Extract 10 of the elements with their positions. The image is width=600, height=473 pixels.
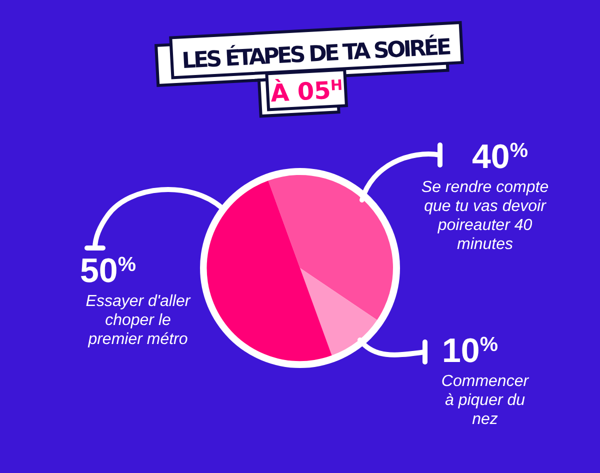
pie-slice xyxy=(268,175,393,320)
data-label: 50$^{%}$ xyxy=(80,252,136,290)
pie-slice xyxy=(206,180,332,362)
data-label: 10$^{%}$ xyxy=(442,332,498,370)
chart-title: LES ÉTAPES DE TA SOIRÉE xyxy=(181,33,452,74)
slice-label: Se rendre compte que tu vas devoir poireauter 40 minutes xyxy=(421,179,549,253)
pie-slice xyxy=(300,268,378,356)
slice-label: Commencer à piquer du nez xyxy=(441,373,530,428)
slice-label: Essayer d'aller choper le premier métro xyxy=(86,293,191,348)
data-label: 40$^{%}$ xyxy=(472,138,528,176)
